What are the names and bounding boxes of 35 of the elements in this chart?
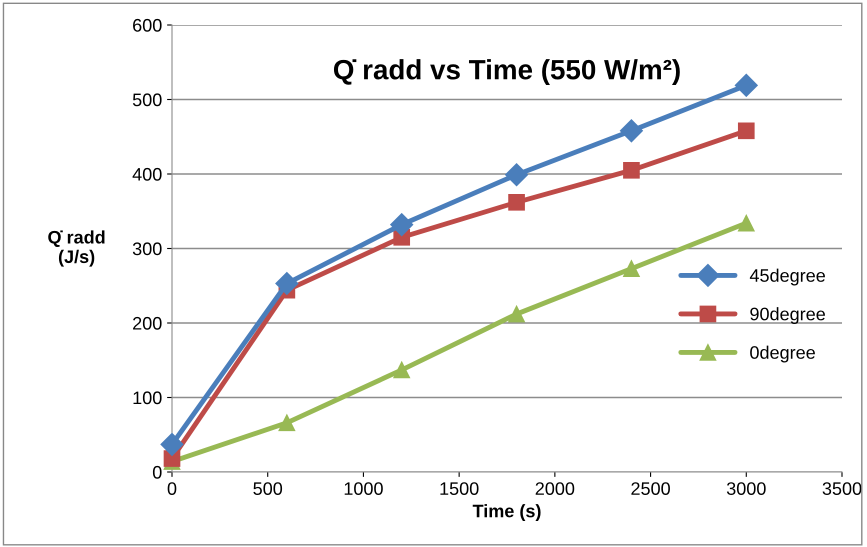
- point: [738, 214, 755, 232]
- point: [160, 432, 184, 456]
- text: Q̇ radd vs Time (550 W/m²): [334, 59, 680, 86]
- x-tick-label: 2500: [631, 482, 670, 495]
- y-tick-label: 100: [134, 391, 162, 404]
- point: [393, 362, 410, 378]
- point: [505, 163, 528, 186]
- legend-label: 0degree: [750, 346, 815, 362]
- y-tick-label: 0: [152, 466, 162, 479]
- x-tick-label: 2000: [536, 482, 574, 495]
- y-tick-label: 300: [132, 242, 162, 256]
- y-axis-title: Q̇ radd (J/s): [48, 230, 105, 267]
- point: [734, 74, 758, 97]
- x-tick-label: 500: [253, 482, 282, 495]
- y-tick-label: 200: [133, 316, 162, 330]
- x-tick-label: 0: [168, 482, 176, 495]
- x-tick-label: 3500: [822, 482, 862, 495]
- point: [738, 122, 755, 140]
- point: [508, 306, 525, 322]
- y-tick-label: 600: [133, 18, 162, 32]
- point: [278, 414, 296, 432]
- point: [623, 260, 640, 277]
- point: [620, 119, 643, 142]
- y-tick-label: 500: [132, 93, 162, 106]
- x-tick-label: 1000: [344, 482, 383, 495]
- point: [275, 272, 298, 296]
- y-tick-label: 400: [132, 168, 162, 181]
- legend-label: 45degree: [750, 268, 825, 286]
- point: [390, 213, 414, 236]
- point: [623, 162, 640, 179]
- legend-label: 90degree: [750, 307, 825, 324]
- x-axis-title: Time (s): [472, 504, 541, 521]
- x-tick-label: 1500: [440, 482, 479, 495]
- x-tick-label: 3000: [726, 482, 766, 495]
- point: [508, 194, 525, 211]
